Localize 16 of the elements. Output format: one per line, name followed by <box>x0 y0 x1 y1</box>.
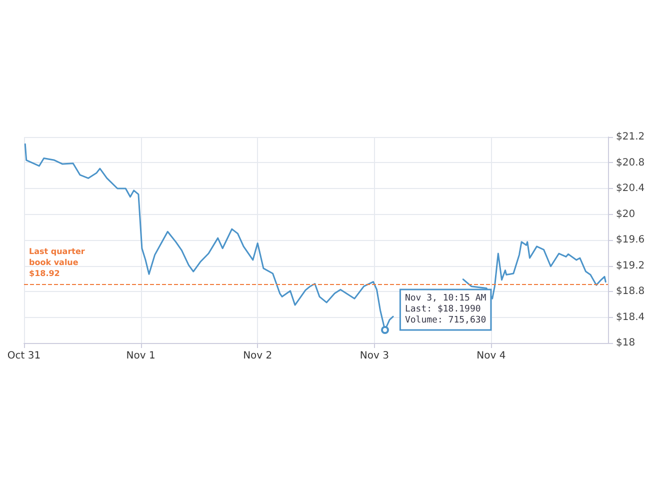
x-tick-label: Oct 31 <box>7 350 41 362</box>
annotation: Nov 3, 10:15 AM Last: $18.1990 Volume: 715,630 <box>404 294 487 326</box>
x-tick-label: Nov 1 <box>126 350 156 362</box>
y-tick-label: $21.2 <box>616 132 645 142</box>
y-tick-label: $18.8 <box>616 286 645 297</box>
y-tick-label: $18.4 <box>616 312 645 323</box>
y-tick-label: $20.4 <box>616 183 645 194</box>
y-tick-label: $19.2 <box>616 260 645 272</box>
ref-line-label: Last quarter book value $18.92 <box>29 246 85 278</box>
y-tick-label: $19.6 <box>616 234 645 246</box>
y-tick-label: $20.8 <box>616 157 645 168</box>
y-tick-label: $18 <box>616 338 636 348</box>
x-tick-label: Nov 3 <box>360 350 389 362</box>
x-tick-label: Nov 4 <box>476 350 506 362</box>
y-tick-label: $20 <box>616 208 636 220</box>
x-tick-label: Nov 2 <box>243 350 272 362</box>
